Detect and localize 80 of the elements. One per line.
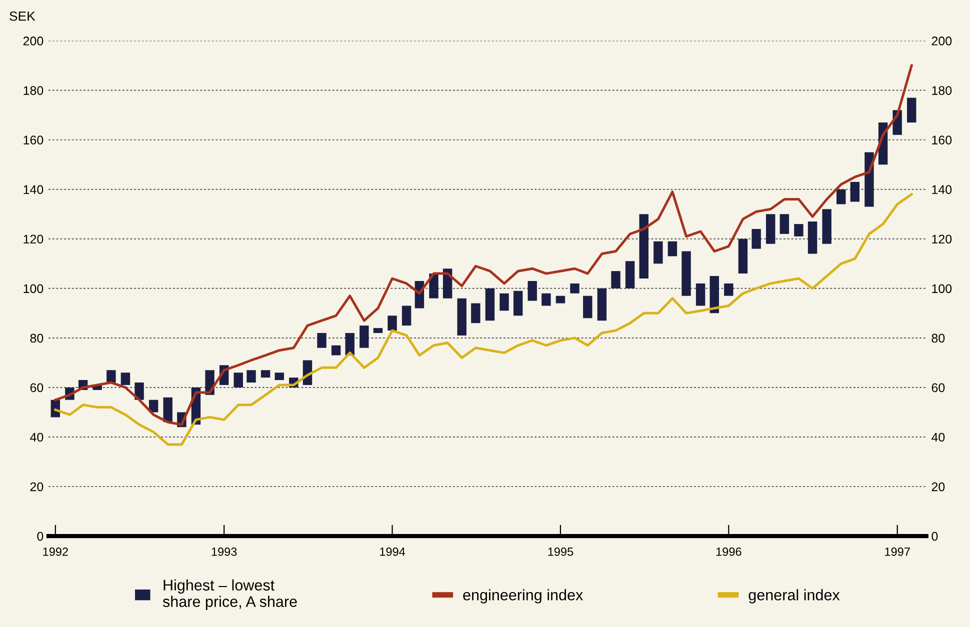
bar — [822, 209, 832, 244]
bar — [500, 293, 509, 311]
y-tick-label: 100 — [24, 284, 44, 294]
bar — [597, 288, 607, 321]
bar — [234, 372, 243, 388]
bar — [738, 238, 748, 274]
bar — [780, 214, 790, 234]
y2-tick-label: 200 — [932, 36, 952, 46]
legend-label: engineering index — [463, 589, 583, 604]
bar — [710, 276, 719, 314]
y-tick-label: 0 — [37, 532, 44, 541]
bar — [611, 271, 620, 288]
y2-tick-label: 160 — [932, 136, 952, 144]
bar — [457, 298, 466, 336]
bar — [345, 333, 354, 356]
y-tick-label: 140 — [24, 185, 44, 194]
x-tick-label: 1997 — [885, 548, 910, 556]
bar — [654, 241, 663, 264]
bar — [513, 290, 523, 316]
bar — [485, 288, 495, 321]
y2-tick-label: 40 — [932, 432, 945, 442]
bar — [360, 326, 369, 348]
bar — [808, 222, 818, 254]
bar — [148, 400, 158, 412]
y-tick-label: 120 — [24, 234, 44, 244]
bar — [106, 370, 116, 383]
y2-tick-label: 120 — [932, 234, 952, 244]
bar — [682, 251, 691, 296]
bar — [163, 397, 172, 422]
bar — [317, 333, 326, 348]
bar — [373, 328, 383, 333]
bar — [274, 372, 284, 380]
bar — [696, 283, 706, 306]
legend-label: general index — [748, 589, 840, 604]
y-tick-label: 60 — [30, 383, 44, 392]
bar — [542, 293, 551, 306]
bar — [583, 296, 592, 318]
bar — [668, 241, 678, 256]
bar — [752, 228, 761, 249]
x-tick-label: 1994 — [380, 548, 406, 556]
bar — [864, 152, 874, 207]
y2-tick-label: 100 — [932, 284, 952, 294]
bar — [331, 345, 341, 356]
y-axis-title: SEK — [10, 11, 36, 21]
bar — [120, 372, 130, 386]
bar — [794, 224, 804, 236]
y-tick-label: 160 — [24, 136, 44, 144]
x-tick-label: 1996 — [716, 548, 742, 556]
bar — [639, 214, 648, 279]
bar — [528, 280, 537, 301]
bar — [906, 98, 916, 122]
y2-tick-label: 0 — [932, 532, 938, 541]
line-series — [54, 193, 913, 446]
bar — [556, 296, 566, 304]
bar — [570, 283, 580, 294]
x-tick-label: 1992 — [43, 548, 68, 556]
y2-tick-label: 20 — [932, 482, 945, 492]
line-series — [54, 64, 913, 426]
bar — [724, 283, 734, 296]
bar — [246, 370, 256, 383]
y2-tick-label: 180 — [932, 86, 952, 95]
x-tick-label: 1993 — [212, 548, 237, 556]
x-tick-label: 1995 — [548, 548, 574, 556]
y-tick-label: 80 — [30, 334, 44, 343]
bar — [260, 370, 270, 378]
y2-tick-label: 80 — [932, 334, 945, 343]
bar — [850, 182, 860, 202]
y-tick-label: 180 — [24, 86, 44, 95]
bar — [402, 306, 412, 326]
bar — [471, 303, 480, 324]
y-tick-label: 200 — [23, 36, 44, 46]
bar — [836, 189, 846, 204]
bar — [625, 261, 635, 288]
y-tick-label: 40 — [30, 432, 44, 442]
y2-tick-label: 140 — [932, 185, 952, 194]
bar — [766, 214, 776, 244]
y-tick-label: 20 — [30, 482, 44, 492]
y2-tick-label: 60 — [932, 383, 945, 392]
legend-label: Highest – lowest share price, A share — [162, 579, 297, 610]
bar — [388, 316, 397, 331]
